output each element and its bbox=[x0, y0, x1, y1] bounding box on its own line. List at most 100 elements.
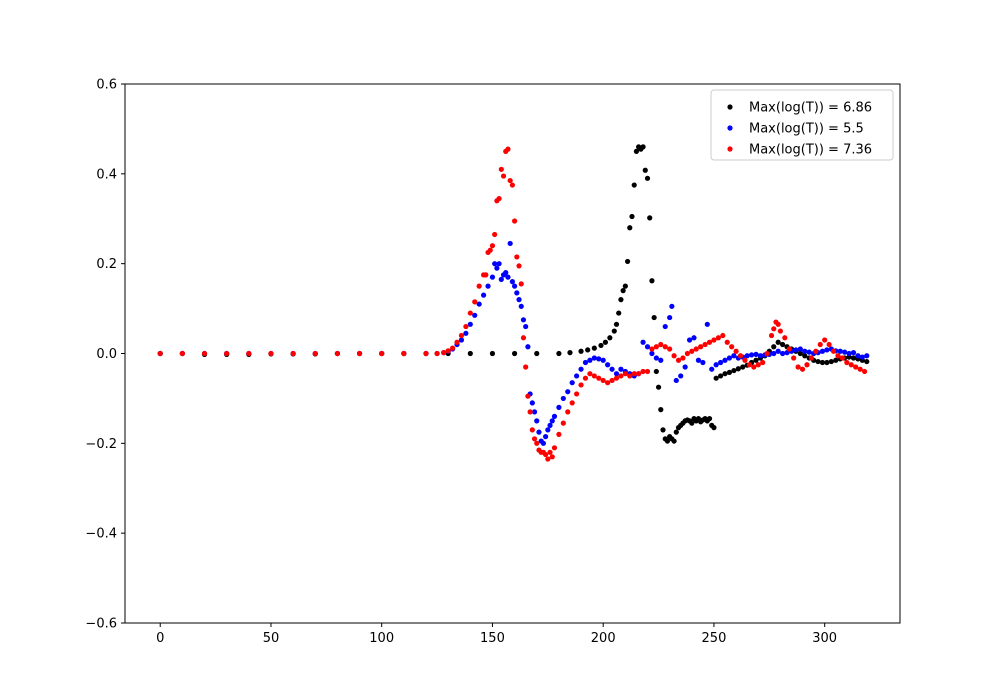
data-point bbox=[802, 348, 808, 354]
data-point bbox=[720, 332, 726, 339]
data-point bbox=[640, 368, 646, 375]
y-tick-label: −0.4 bbox=[85, 527, 117, 542]
data-point bbox=[620, 288, 626, 294]
data-point bbox=[509, 279, 515, 285]
data-point bbox=[729, 344, 735, 350]
data-point bbox=[711, 425, 717, 431]
data-point bbox=[401, 350, 407, 357]
data-point bbox=[531, 436, 538, 442]
data-point bbox=[649, 350, 655, 357]
data-point bbox=[755, 362, 761, 368]
data-point bbox=[644, 175, 651, 181]
data-point bbox=[700, 359, 706, 366]
data-point bbox=[735, 366, 741, 372]
data-point bbox=[507, 240, 513, 247]
data-points bbox=[157, 144, 870, 462]
data-point bbox=[830, 348, 837, 354]
data-point bbox=[157, 350, 163, 357]
data-point bbox=[596, 375, 602, 381]
x-tick-label: 0 bbox=[156, 631, 164, 646]
data-point bbox=[616, 310, 622, 316]
data-point bbox=[653, 344, 659, 350]
data-point bbox=[726, 355, 733, 361]
data-point bbox=[511, 283, 518, 289]
data-point bbox=[467, 310, 473, 316]
data-point bbox=[487, 247, 493, 253]
data-point bbox=[463, 330, 469, 336]
data-point bbox=[722, 357, 728, 363]
data-point bbox=[476, 301, 482, 307]
data-point bbox=[611, 328, 617, 334]
data-point bbox=[518, 303, 524, 309]
legend-entry-label: Max(log(T)) = 5.5 bbox=[749, 122, 864, 137]
data-point bbox=[640, 339, 646, 345]
data-point bbox=[771, 344, 777, 350]
data-point bbox=[742, 357, 748, 363]
data-point bbox=[636, 371, 642, 377]
data-point bbox=[556, 431, 562, 437]
data-point bbox=[556, 350, 562, 357]
data-point bbox=[647, 215, 653, 221]
data-point bbox=[662, 344, 668, 350]
data-point bbox=[631, 371, 637, 377]
data-point bbox=[664, 438, 671, 444]
data-point bbox=[622, 371, 628, 377]
data-point bbox=[578, 382, 584, 388]
data-point bbox=[673, 377, 679, 384]
data-point bbox=[543, 434, 549, 440]
data-point bbox=[627, 225, 633, 231]
data-point bbox=[658, 341, 664, 348]
data-point bbox=[658, 407, 664, 413]
data-point bbox=[489, 274, 496, 280]
data-point bbox=[791, 355, 797, 361]
legend: Max(log(T)) = 6.86 Max(log(T)) = 5.5 Max(l… bbox=[710, 89, 894, 161]
data-point bbox=[467, 321, 473, 327]
data-point bbox=[622, 283, 628, 289]
data-point bbox=[587, 357, 593, 363]
data-point bbox=[837, 348, 843, 354]
data-point bbox=[591, 355, 597, 361]
data-point bbox=[379, 350, 385, 357]
data-point bbox=[704, 321, 710, 327]
data-point bbox=[543, 451, 549, 458]
data-point bbox=[678, 373, 684, 379]
data-point bbox=[494, 265, 500, 271]
data-point bbox=[591, 345, 597, 351]
data-point bbox=[848, 362, 854, 368]
data-point bbox=[835, 353, 841, 359]
data-point bbox=[476, 283, 482, 289]
data-point bbox=[507, 177, 513, 184]
legend-marker bbox=[727, 125, 733, 131]
x-tick-label: 200 bbox=[591, 631, 616, 646]
data-point bbox=[722, 371, 728, 377]
data-point bbox=[850, 350, 857, 356]
data-point bbox=[560, 395, 566, 402]
data-point bbox=[799, 366, 806, 372]
data-point bbox=[607, 335, 613, 341]
data-point bbox=[525, 344, 531, 350]
y-tick-label: 0.0 bbox=[96, 347, 117, 362]
data-point bbox=[833, 357, 839, 363]
data-point bbox=[516, 297, 522, 303]
data-point bbox=[520, 317, 527, 323]
data-point bbox=[605, 380, 611, 386]
data-point bbox=[618, 373, 624, 379]
data-point bbox=[771, 326, 777, 332]
data-point bbox=[492, 231, 498, 238]
data-point bbox=[529, 427, 535, 433]
data-point bbox=[731, 353, 737, 359]
data-point bbox=[853, 364, 859, 370]
data-point bbox=[737, 353, 744, 359]
data-point bbox=[449, 345, 456, 351]
data-point bbox=[458, 332, 465, 339]
data-point bbox=[846, 350, 852, 357]
data-point bbox=[551, 413, 558, 419]
data-point bbox=[689, 420, 695, 426]
data-point bbox=[609, 377, 615, 384]
data-point bbox=[680, 355, 686, 361]
data-point bbox=[527, 409, 533, 415]
data-point bbox=[640, 144, 646, 150]
data-point bbox=[804, 362, 810, 368]
data-point bbox=[290, 350, 296, 357]
data-point bbox=[797, 346, 803, 352]
